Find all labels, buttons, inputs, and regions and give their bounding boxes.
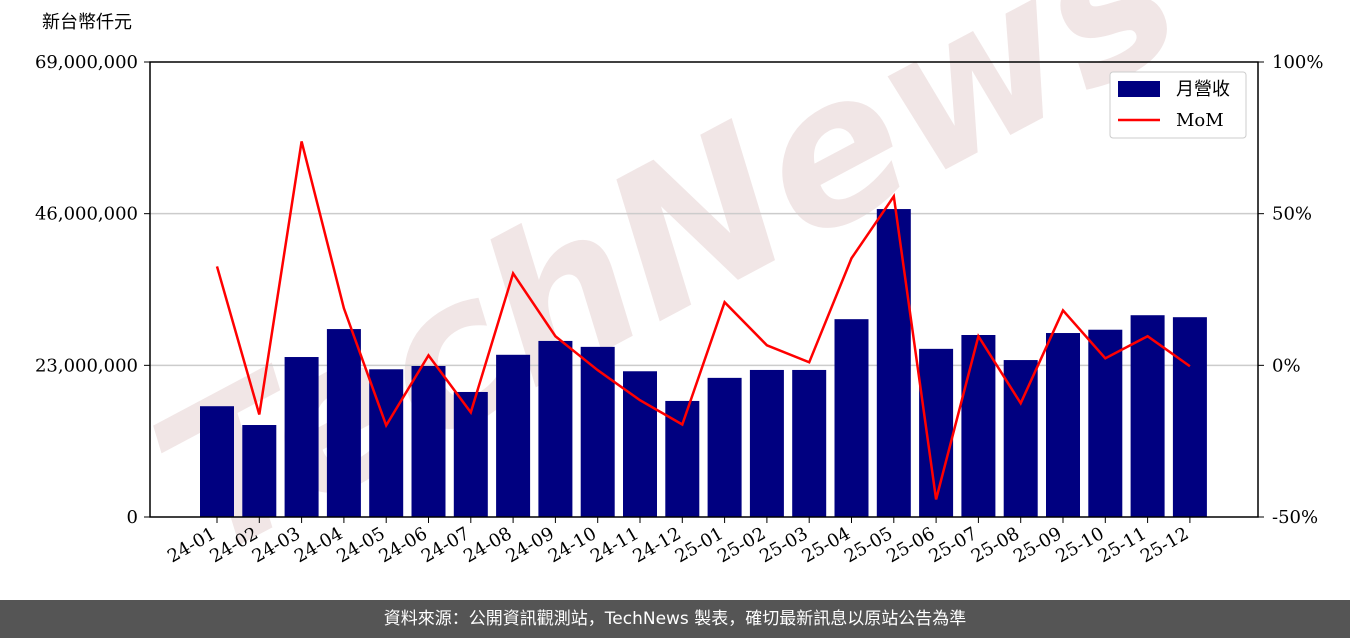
bar [749, 369, 784, 517]
y-tick-label: 23,000,000 [35, 355, 138, 376]
bar [961, 335, 996, 517]
y-tick-label: 46,000,000 [35, 204, 138, 225]
x-tick-label: 25-12 [1137, 523, 1192, 567]
y2-tick-label: 0% [1272, 355, 1301, 376]
bar [200, 406, 234, 517]
y-axis-label: 新台幣仟元 [42, 12, 132, 33]
bar [411, 365, 446, 517]
legend-label: MoM [1176, 110, 1224, 131]
legend-swatch [1118, 81, 1160, 97]
bar [1046, 333, 1080, 517]
plot-frame [149, 61, 1259, 518]
y2-tick-label: 50% [1272, 204, 1312, 225]
bar [284, 357, 319, 517]
bar [326, 329, 361, 517]
bar [876, 209, 911, 517]
mom-line [215, 141, 1191, 500]
y2-tick-label: 100% [1272, 52, 1323, 73]
chart: 新台幣仟元 TechNews 023,000,00046,000,00069,0… [35, 0, 1324, 600]
bar [496, 354, 531, 517]
bar [792, 369, 827, 517]
bar [538, 340, 573, 517]
footer: 資料來源：公開資訊觀測站，TechNews 製表，確切最新訊息以原站公告為準 [0, 600, 1350, 638]
bar [665, 400, 700, 517]
y-tick-label: 0 [127, 507, 138, 528]
y-tick-label: 69,000,000 [35, 52, 138, 73]
bar [580, 346, 615, 517]
bar [919, 348, 954, 517]
bar [242, 425, 277, 517]
bar [623, 371, 657, 517]
bar [707, 377, 742, 517]
bar [1130, 315, 1165, 517]
bar [1172, 317, 1207, 517]
bar [1088, 329, 1123, 517]
y2-tick-label: -50% [1272, 507, 1318, 528]
bar [834, 319, 869, 517]
legend-label: 月營收 [1176, 79, 1230, 100]
